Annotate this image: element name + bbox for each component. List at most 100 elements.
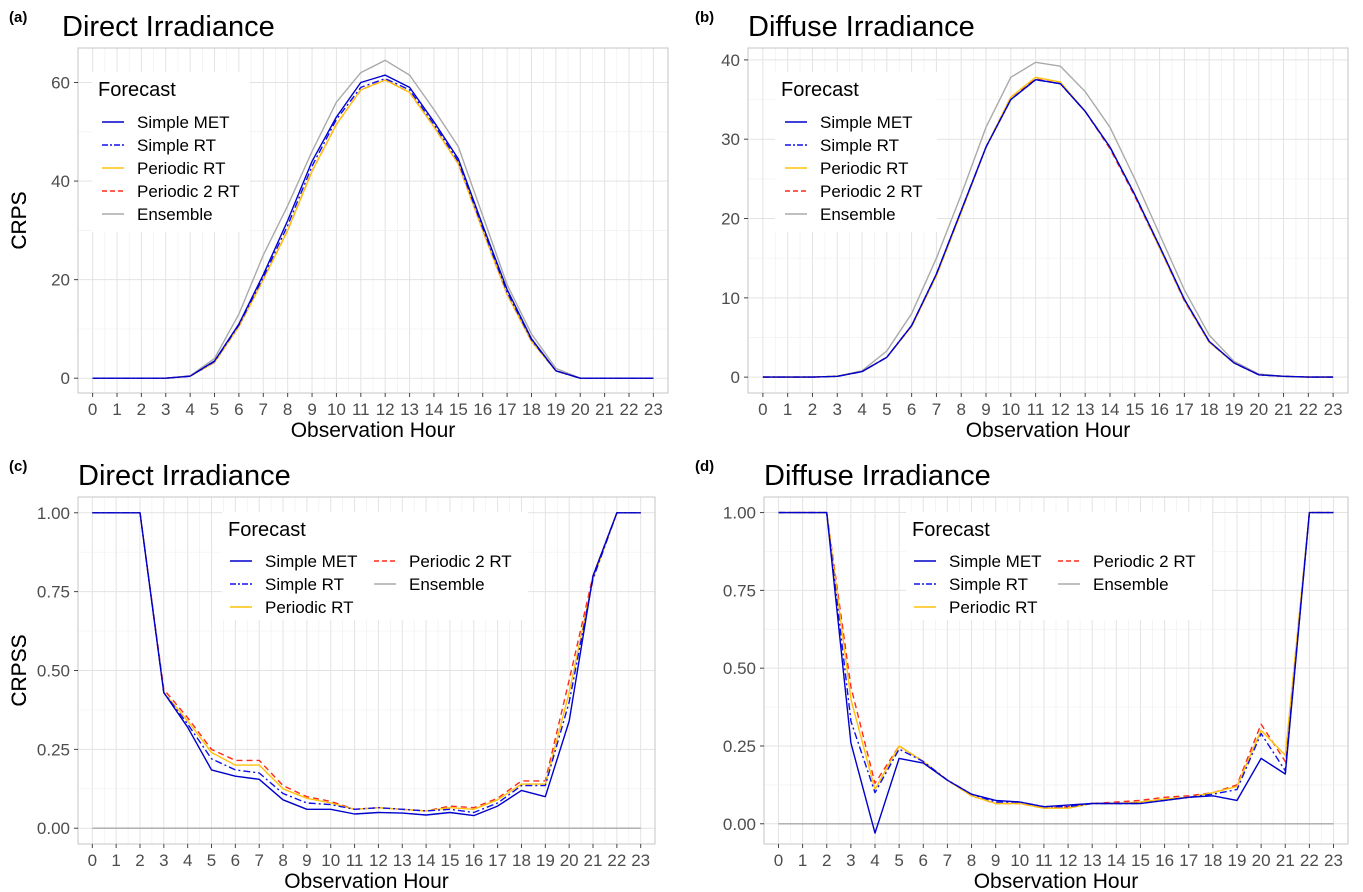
y-tick-label: 40	[721, 51, 740, 70]
panel-title: Diffuse Irradiance	[748, 11, 975, 43]
legend-label: Simple RT	[137, 136, 216, 155]
x-tick-label: 1	[112, 400, 121, 419]
x-axis-label: Observation Hour	[284, 870, 449, 892]
x-tick-label: 15	[449, 400, 468, 419]
y-tick-label: 0.00	[37, 819, 70, 838]
x-tick-label: 5	[207, 851, 216, 870]
x-tick-label: 23	[1324, 400, 1343, 419]
x-tick-label: 8	[278, 851, 287, 870]
legend-label: Simple MET	[820, 113, 913, 132]
x-tick-label: 9	[302, 851, 311, 870]
x-tick-label: 19	[1224, 400, 1243, 419]
y-tick-label: 0.75	[37, 583, 70, 602]
x-tick-label: 20	[560, 851, 579, 870]
x-tick-label: 0	[758, 400, 767, 419]
x-tick-label: 22	[607, 851, 626, 870]
y-tick-label: 0.75	[723, 581, 756, 600]
legend-label: Simple MET	[137, 113, 230, 132]
x-tick-label: 5	[894, 851, 903, 870]
x-tick-label: 5	[882, 400, 891, 419]
x-tick-label: 0	[774, 851, 783, 870]
x-tick-label: 10	[1010, 851, 1029, 870]
legend-label: Ensemble	[820, 205, 896, 224]
x-tick-label: 4	[870, 851, 879, 870]
x-tick-label: 21	[1276, 851, 1295, 870]
legend-label: Periodic RT	[265, 598, 354, 617]
x-tick-label: 3	[159, 851, 168, 870]
legend-title: Forecast	[228, 519, 306, 541]
legend-label: Periodic 2 RT	[820, 182, 923, 201]
x-tick-label: 13	[393, 851, 412, 870]
series-line-simple-met	[92, 512, 641, 817]
legend-box	[92, 72, 250, 232]
x-tick-label: 7	[254, 851, 263, 870]
legend-box	[222, 512, 528, 620]
x-tick-label: 17	[498, 400, 517, 419]
y-tick-label: 60	[51, 74, 70, 93]
y-axis-label: CRPSS	[8, 634, 31, 706]
legend-box	[906, 512, 1212, 620]
x-tick-label: 17	[488, 851, 507, 870]
x-tick-label: 23	[631, 851, 650, 870]
y-tick-label: 0.50	[37, 662, 70, 681]
legend-label: Ensemble	[409, 575, 485, 594]
legend-label: Ensemble	[137, 205, 213, 224]
x-axis-label: Observation Hour	[291, 419, 456, 442]
y-tick-label: 20	[51, 271, 70, 290]
x-tick-label: 23	[1324, 851, 1343, 870]
legend-title: Forecast	[912, 519, 990, 541]
legend-title: Forecast	[98, 79, 176, 101]
x-tick-label: 17	[1175, 400, 1194, 419]
x-tick-label: 3	[833, 400, 842, 419]
x-tick-label: 18	[1200, 400, 1219, 419]
y-tick-label: 0.50	[723, 659, 756, 678]
y-tick-label: 40	[51, 172, 70, 191]
legend-label: Periodic 2 RT	[137, 182, 240, 201]
legend-label: Ensemble	[1093, 575, 1169, 594]
y-tick-label: 20	[721, 210, 740, 229]
legend-label: Simple RT	[949, 575, 1028, 594]
x-tick-label: 11	[1027, 400, 1045, 419]
x-tick-label: 18	[512, 851, 531, 870]
x-tick-label: 15	[440, 851, 459, 870]
legend: Forecast Simple MET Simple RT Periodic RT Pe…	[906, 512, 1212, 620]
x-tick-label: 9	[307, 400, 316, 419]
panel-tag: (c)	[9, 458, 27, 475]
x-tick-label: 14	[1101, 400, 1120, 419]
x-tick-label: 6	[919, 851, 928, 870]
panel-tag: (d)	[695, 458, 714, 475]
plot-border	[747, 47, 1349, 394]
x-tick-label: 10	[1001, 400, 1020, 419]
x-tick-label: 0	[88, 851, 97, 870]
x-tick-label: 22	[620, 400, 639, 419]
x-tick-label: 16	[464, 851, 483, 870]
x-tick-label: 4	[857, 400, 866, 419]
y-tick-label: 1.00	[37, 504, 70, 523]
panel-4: (d) Diffuse Irradiance 0.00 0.25 0.50 0.75 1.0…	[8, 458, 1349, 892]
x-tick-label: 19	[1228, 851, 1247, 870]
x-tick-label: 6	[234, 400, 243, 419]
x-tick-label: 21	[595, 400, 614, 419]
legend: Forecast Simple MET Simple RT Periodic RT Pe…	[222, 512, 528, 620]
x-tick-label: 3	[161, 400, 170, 419]
x-tick-label: 5	[210, 400, 219, 419]
x-axis-label: Observation Hour	[974, 870, 1139, 892]
x-tick-label: 2	[137, 400, 146, 419]
x-tick-label: 12	[376, 400, 395, 419]
x-tick-label: 8	[956, 400, 965, 419]
x-tick-label: 17	[1179, 851, 1198, 870]
x-tick-label: 11	[1035, 851, 1053, 870]
legend-label: Periodic 2 RT	[409, 552, 512, 571]
panel-title: Direct Irradiance	[62, 11, 275, 43]
legend-label: Simple MET	[265, 552, 358, 571]
x-tick-label: 12	[1051, 400, 1070, 419]
panel-3: (c) Direct Irradiance 0.00 0.25 0.50 0.75 1.00…	[8, 458, 656, 892]
grid	[764, 497, 1348, 844]
x-tick-label: 22	[1300, 851, 1319, 870]
x-tick-label: 14	[424, 400, 443, 419]
plot-border	[763, 496, 1349, 845]
x-tick-label: 11	[352, 400, 370, 419]
